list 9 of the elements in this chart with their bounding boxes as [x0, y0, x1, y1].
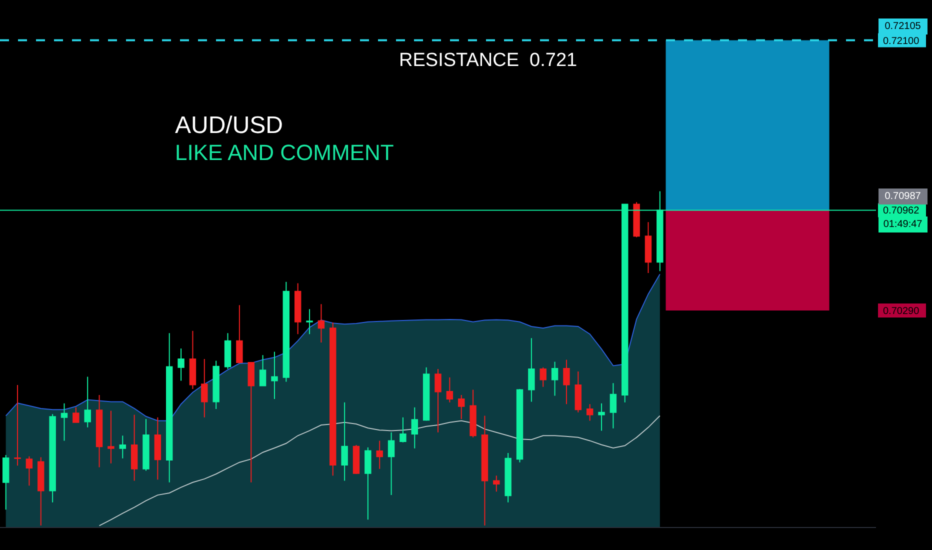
text: 0.72105 — [884, 21, 922, 32]
y-tick-label: 0.70290 — [883, 306, 920, 318]
ref-line-label: RESISTANCE 0.721 — [399, 50, 578, 71]
y-tick-label: 0.72100 — [883, 36, 920, 47]
text: 01:49:47 — [883, 219, 923, 230]
text: LIKE AND COMMENT — [175, 140, 394, 165]
y-tick-label: 0.70962 — [883, 206, 920, 217]
text: AUD/USD — [175, 112, 284, 139]
text: 0.70987 — [884, 191, 922, 202]
